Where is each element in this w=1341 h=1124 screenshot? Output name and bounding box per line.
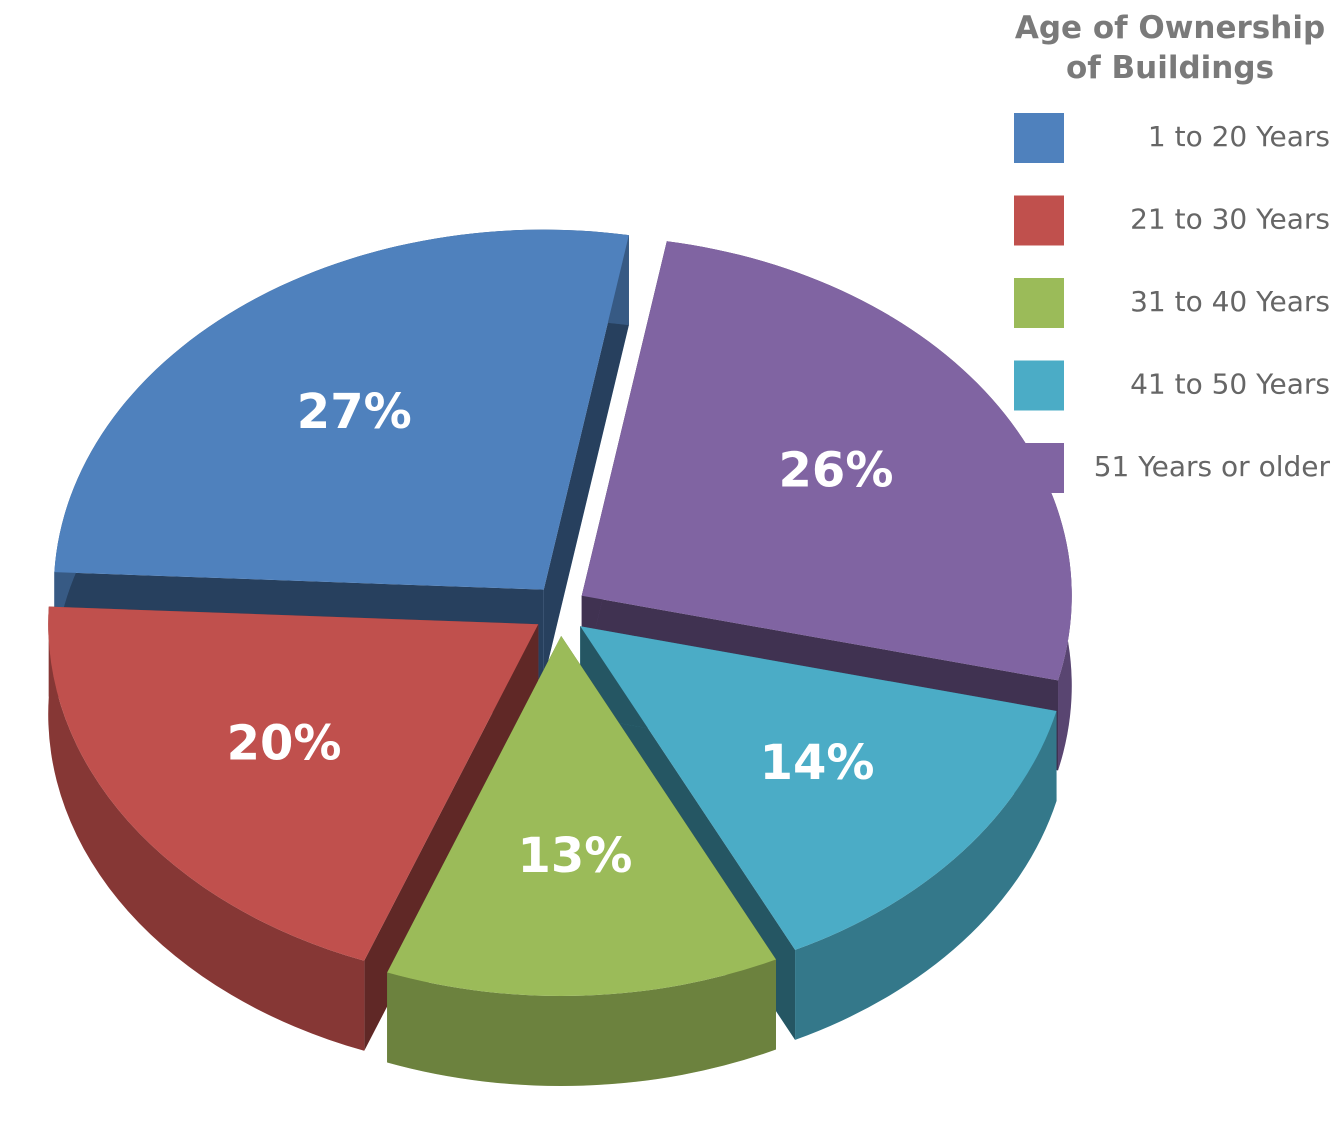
slice-wall [795, 710, 1057, 1040]
data-label: 20% [227, 715, 342, 771]
legend-label: 21 to 30 Years [1130, 203, 1330, 236]
legend-swatch [1014, 113, 1064, 163]
data-label: 27% [297, 384, 412, 440]
wall-shade [387, 959, 776, 1086]
slice-wall [387, 959, 776, 1086]
legend-swatch [1014, 360, 1064, 411]
wall-shade [48, 606, 365, 1051]
data-label: 13% [518, 828, 633, 884]
legend-label: 41 to 50 Years [1130, 368, 1330, 401]
side-shade [543, 235, 629, 680]
chart-title: Age of Ownership of Buildings [1014, 10, 1326, 86]
legend-swatch [1014, 195, 1064, 246]
slice [387, 635, 776, 996]
data-label: 26% [779, 443, 894, 499]
data-label: 14% [760, 735, 875, 791]
wall-shade [795, 710, 1057, 1040]
legend-label: 51 Years or older [1094, 450, 1331, 483]
slice [54, 229, 629, 590]
slice [580, 626, 1057, 950]
slice [581, 241, 1072, 681]
legend-swatch [1014, 278, 1064, 328]
legend-swatch [1014, 443, 1064, 493]
legend-label: 1 to 20 Years [1148, 120, 1330, 153]
legend-label: 31 to 40 Years [1130, 285, 1330, 318]
slice [48, 606, 539, 961]
slice-wall [48, 606, 365, 1051]
